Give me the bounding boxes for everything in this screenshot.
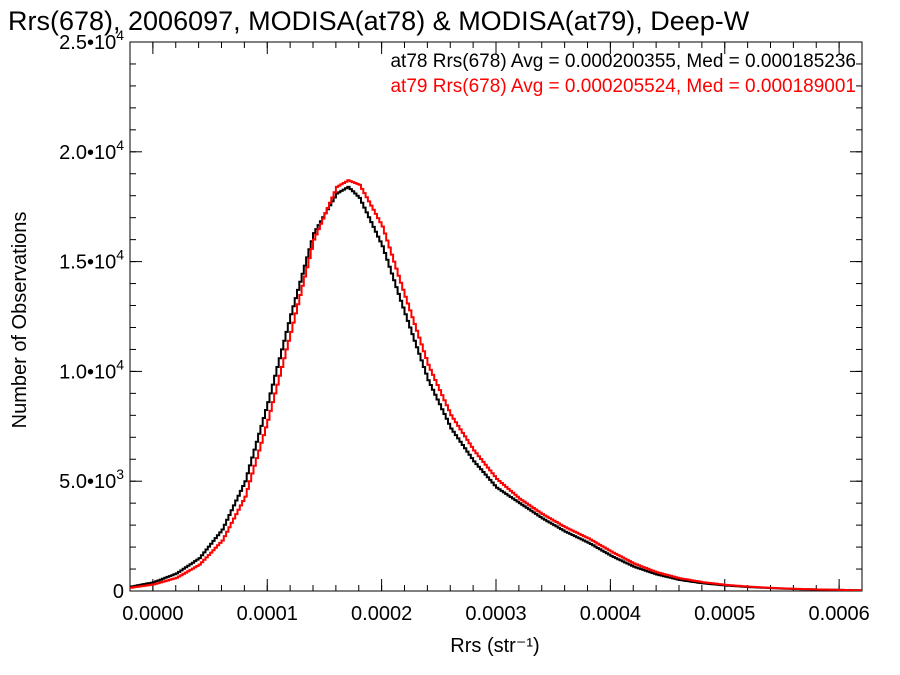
x-tick-label: 0.0000 bbox=[122, 603, 183, 625]
x-tick-label: 0.0006 bbox=[809, 603, 870, 625]
series-at79-line bbox=[130, 179, 862, 591]
y-tick-label: 5.0•103 bbox=[59, 466, 124, 493]
x-tick-label: 0.0002 bbox=[351, 603, 412, 625]
legend-entry: at78 Rrs(678) Avg = 0.000200355, Med = 0… bbox=[390, 51, 856, 72]
y-tick-label: 0 bbox=[113, 581, 124, 603]
x-tick-label: 0.0003 bbox=[465, 603, 526, 625]
y-axis-label: Number of Observations bbox=[9, 212, 31, 429]
y-tick-label: 1.0•104 bbox=[59, 356, 124, 383]
plot-area: 0.0000 0.0001 0.0002 0.0003 0.0004 0.0005 0.00… bbox=[59, 27, 870, 625]
x-axis-label: Rrs (str⁻¹) bbox=[450, 635, 539, 657]
y-tick-label: 2.5•104 bbox=[59, 27, 124, 54]
chart-title: Rrs(678), 2006097, MODISA(at78) & MODISA… bbox=[8, 6, 750, 36]
legend: at78 Rrs(678) Avg = 0.000200355, Med = 0… bbox=[390, 51, 856, 97]
x-tick-label: 0.0001 bbox=[237, 603, 298, 625]
x-tick-label: 0.0004 bbox=[580, 603, 641, 625]
series-at78-line bbox=[130, 185, 862, 591]
y-tick-label: 2.0•104 bbox=[59, 137, 124, 164]
x-tick-label: 0.0005 bbox=[694, 603, 755, 625]
legend-entry: at79 Rrs(678) Avg = 0.000205524, Med = 0… bbox=[390, 76, 856, 97]
y-tick-label: 1.5•104 bbox=[59, 247, 124, 274]
